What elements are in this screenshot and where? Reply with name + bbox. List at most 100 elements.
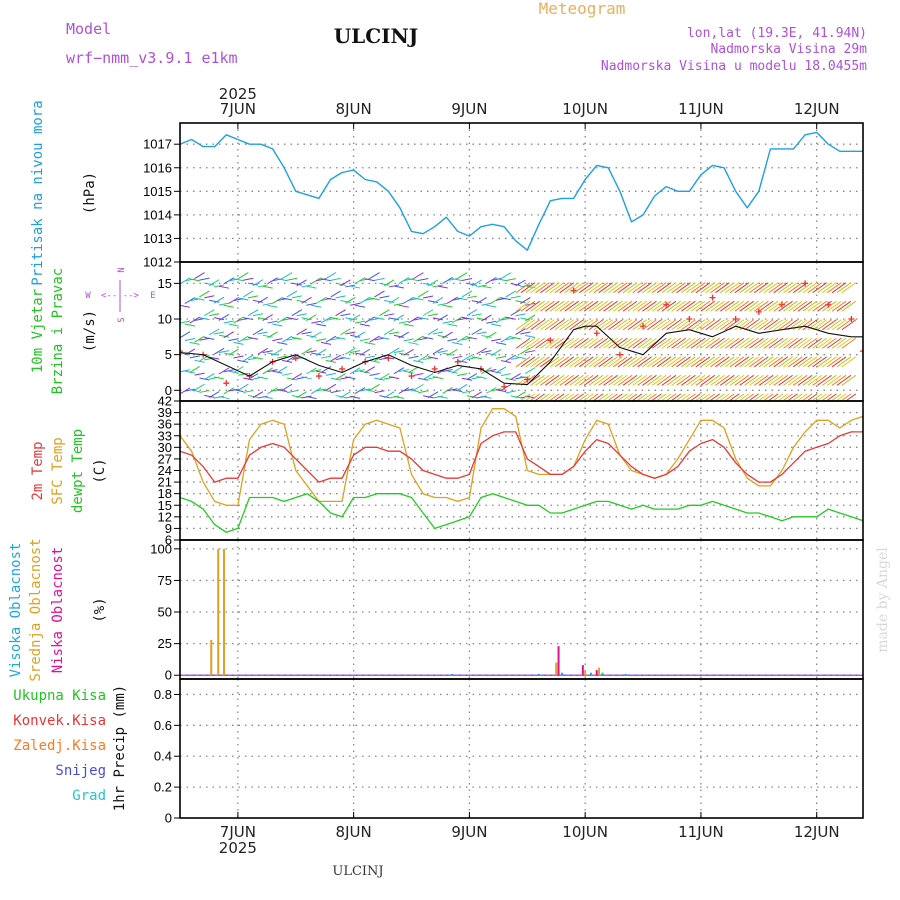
wind-barb [796,393,808,401]
wind-barb [335,282,346,286]
wind-barb [447,348,458,356]
wind-barb [695,356,711,368]
compass-e: E [150,291,155,301]
wind-barb [734,374,750,386]
wind-barb [661,356,677,368]
wind-barb [466,309,478,317]
wind-barb [520,347,531,355]
wind-barb [549,337,565,349]
wind-barb [762,393,774,401]
wind-barb [583,282,599,294]
wind-barb [588,337,604,349]
wind-barb [500,373,511,377]
wind-barb [427,356,439,360]
wind-barb [637,282,652,294]
y-tick-label: 39 [158,405,172,420]
wind-barb [642,356,657,368]
y-tick-label: 0 [165,383,172,398]
wind-barb [583,337,599,349]
wind-barb [578,319,594,331]
wind-barb [826,319,842,331]
wind-barb [797,374,813,386]
wind-barb [345,347,356,355]
top-date-label: 10JUN [562,100,608,118]
wind-barb [471,313,482,317]
wind-barb [461,390,473,394]
wind-barb [739,374,755,386]
wind-barb [637,356,652,368]
wind-barb [617,300,633,312]
wind-barb [749,337,764,349]
y-tick-label: 21 [158,475,172,490]
wind-barb [593,282,609,294]
wind-barb [535,319,550,331]
wind-barb [471,279,482,287]
wind-compass: N E S W <-- --> [85,267,155,322]
bottom-date-label: 10JUN [562,823,608,841]
wind-barb [574,337,589,349]
panel-frame [179,539,864,680]
wind-barb [622,337,638,349]
wind-barb [656,356,672,368]
wind-barb [184,323,195,327]
wind-barb [835,393,847,401]
wind-barb [359,338,370,342]
wind-barb [262,285,273,289]
wind-barb [695,374,711,386]
wind-barb [715,319,730,331]
bottom-date-label: 12JUN [794,823,840,841]
y-tick-label: 1013 [143,231,172,246]
wind-barb [817,300,832,312]
wind-barb [768,282,784,294]
wind-barb [520,300,536,312]
wind-barb [783,282,798,294]
wind-barb [456,383,468,391]
wind-barb [578,337,594,349]
wind-barb [733,393,745,401]
wind-barb [349,367,361,375]
wind-barb [666,374,682,386]
wind-barb [311,304,322,308]
wind-barb [291,373,303,380]
wind-barb [724,300,740,312]
wind-barb [530,282,545,294]
wind-barb [608,319,623,331]
wind-barb [831,319,847,331]
cloud-bar [555,662,558,676]
wind-barb [540,319,555,331]
wind-barb [364,389,375,393]
wind-barb [252,328,264,336]
wind-barb [277,341,288,345]
wind-barb [822,282,837,294]
wind-barb [690,300,706,312]
wind-barb [559,319,575,331]
wind-barb [754,337,769,349]
wind-barb [466,295,477,299]
wind-barb [515,319,531,331]
wind-barb [388,395,400,399]
wind-barb [754,356,769,368]
wind-barb [647,282,662,294]
wind-barb [301,395,312,399]
wind-barb [772,393,784,401]
wind-barb [383,391,395,399]
wind-barb [476,395,487,399]
wind-barb [768,300,784,312]
wind-barb [481,350,492,354]
wind-barb [369,359,380,363]
wind-barb [569,356,584,368]
wind-barb [461,337,473,341]
wind-barb [515,300,526,304]
wind-barb [719,319,735,331]
wind-barb [393,395,405,399]
wind-barb [306,334,317,338]
wind-barb [569,337,584,349]
wind-barb [685,374,701,386]
wind-barb [296,391,307,399]
wind-barb [369,383,380,391]
wind-barb [622,282,638,294]
wind-barb [427,279,439,287]
wind-barb [252,313,264,317]
wind-barb [553,393,565,401]
wind-barb [218,350,229,354]
